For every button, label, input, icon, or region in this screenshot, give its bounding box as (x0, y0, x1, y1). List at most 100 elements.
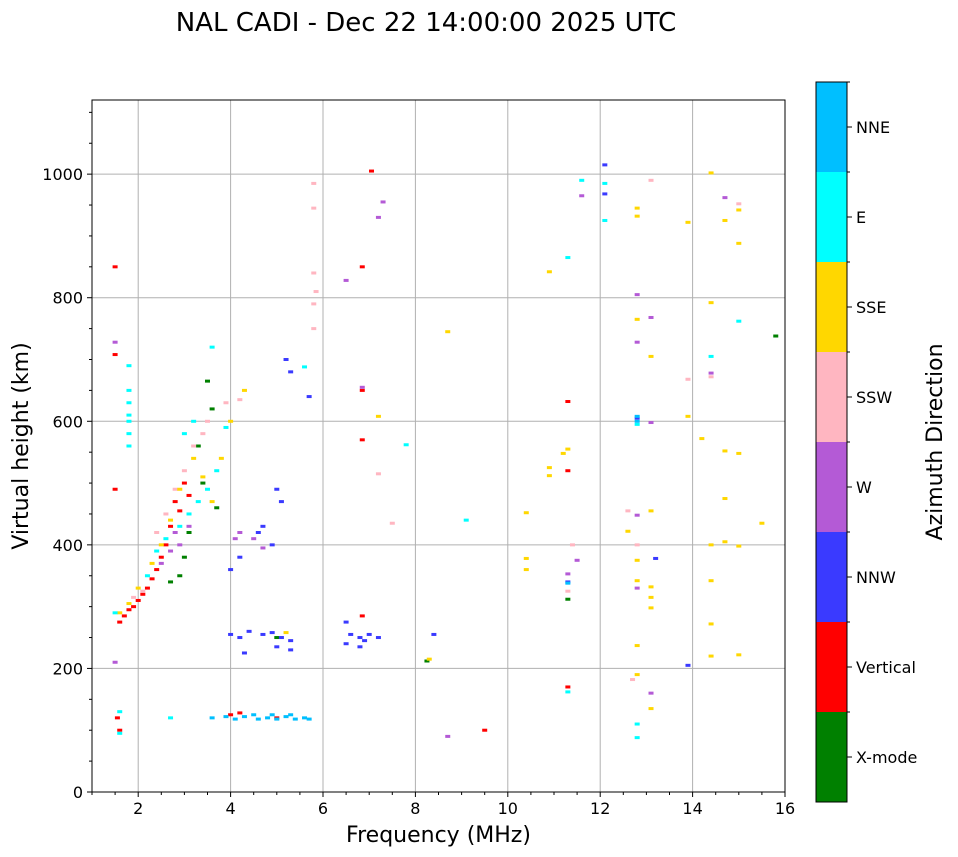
data-point (126, 432, 132, 436)
data-point (228, 419, 234, 423)
colorbar-label: W (856, 478, 872, 497)
series-x-mode (168, 334, 779, 663)
data-point (131, 595, 137, 599)
data-point (112, 487, 118, 491)
data-point (389, 521, 395, 525)
data-point (565, 469, 571, 473)
data-point (634, 293, 640, 297)
data-point (126, 608, 132, 612)
data-point (172, 531, 178, 534)
data-point (163, 543, 169, 547)
data-point (362, 639, 368, 643)
data-point (736, 544, 742, 548)
data-point (200, 432, 206, 436)
data-point (112, 660, 118, 664)
data-point (565, 690, 571, 694)
colorbar-segment (816, 82, 847, 172)
data-point (288, 639, 294, 643)
data-point (237, 555, 243, 559)
data-point (126, 413, 132, 417)
data-point (630, 678, 636, 682)
data-point (209, 500, 215, 504)
data-point (445, 330, 451, 334)
data-point (144, 586, 150, 590)
data-point (302, 716, 308, 720)
data-point (708, 171, 714, 175)
data-point (251, 537, 257, 541)
data-point (313, 290, 319, 294)
data-point (565, 597, 571, 601)
data-point (653, 556, 659, 560)
data-point (288, 648, 294, 652)
data-point (237, 711, 243, 715)
data-point (191, 444, 197, 448)
x-axis-label: Frequency (MHz) (346, 823, 531, 848)
data-point (546, 270, 552, 274)
data-point (569, 543, 575, 547)
data-point (359, 388, 365, 392)
x-tick-label: 4 (226, 799, 236, 818)
data-point (375, 215, 381, 219)
x-tick-label: 6 (318, 799, 328, 818)
data-point (117, 728, 123, 732)
data-point (736, 451, 742, 455)
data-point (375, 414, 381, 418)
data-point (648, 509, 654, 513)
data-point (241, 388, 247, 392)
data-point (546, 466, 552, 470)
data-point (634, 414, 640, 418)
data-point (708, 622, 714, 626)
data-point (126, 388, 132, 392)
data-point (209, 407, 215, 411)
y-tick-label: 1000 (42, 165, 83, 184)
data-point (260, 632, 266, 636)
data-point (424, 659, 430, 663)
data-point (579, 194, 585, 198)
data-point (359, 438, 365, 442)
data-point (112, 611, 118, 615)
y-tick-label: 0 (73, 783, 83, 802)
data-point (366, 632, 372, 636)
data-point (574, 558, 580, 562)
data-point (177, 487, 183, 491)
data-point (708, 543, 714, 547)
data-point (306, 395, 312, 399)
colorbar-label: E (856, 208, 866, 227)
x-tick-label: 14 (682, 799, 702, 818)
data-point (708, 371, 714, 375)
data-point (228, 713, 234, 717)
data-point (223, 425, 229, 429)
data-point (154, 568, 160, 572)
data-point (126, 419, 132, 423)
colorbar-label: SSW (856, 388, 892, 407)
data-point (359, 614, 365, 618)
colorbar-segment (816, 442, 847, 532)
colorbar-frame (815, 81, 848, 803)
data-point (708, 301, 714, 305)
series-ssw (131, 178, 742, 682)
data-point (736, 202, 742, 206)
data-point (375, 472, 381, 476)
y-tick-label: 800 (52, 289, 83, 308)
data-point (431, 632, 437, 636)
data-point (228, 568, 234, 572)
data-point (163, 512, 169, 516)
data-point (343, 620, 349, 624)
data-point (144, 574, 150, 578)
data-point (357, 636, 363, 640)
data-point (117, 620, 123, 624)
data-point (135, 598, 141, 602)
data-point (218, 456, 224, 460)
data-point (246, 629, 252, 633)
colorbar-segment (816, 262, 847, 352)
data-point (634, 543, 640, 547)
data-point (343, 642, 349, 646)
data-point (255, 717, 261, 721)
data-point (186, 524, 192, 528)
data-point (154, 549, 160, 553)
data-point (359, 265, 365, 269)
data-point (359, 385, 365, 389)
data-point (403, 443, 409, 447)
data-point (648, 606, 654, 610)
data-point (463, 518, 469, 522)
